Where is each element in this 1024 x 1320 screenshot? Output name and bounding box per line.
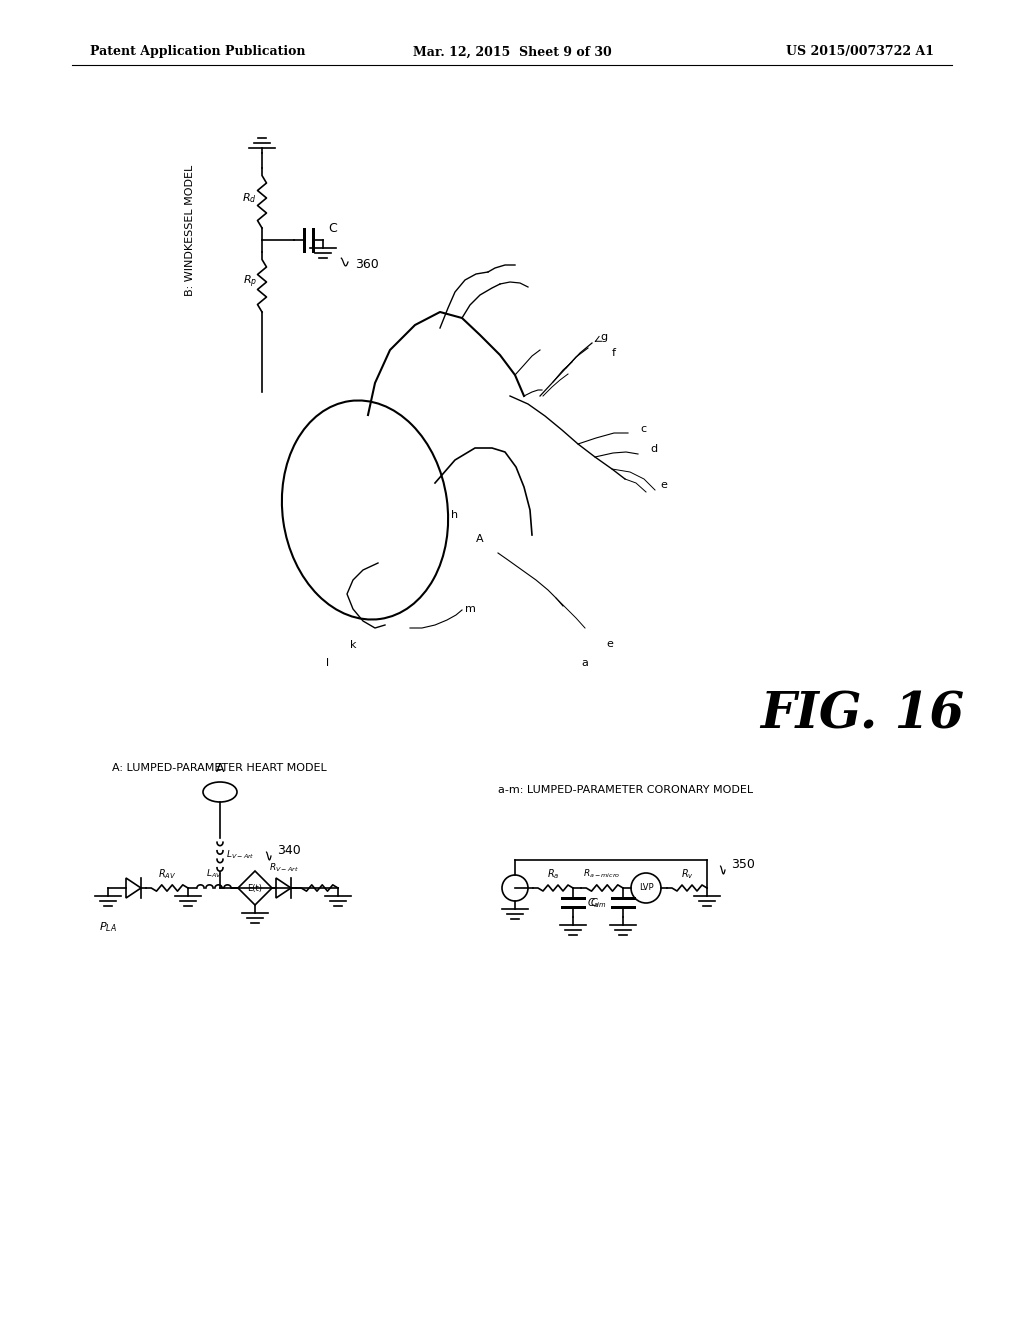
Text: d: d [650, 444, 657, 454]
Text: $P_{LA}$: $P_{LA}$ [99, 920, 117, 933]
Text: k: k [350, 640, 356, 649]
Text: Mar. 12, 2015  Sheet 9 of 30: Mar. 12, 2015 Sheet 9 of 30 [413, 45, 611, 58]
Text: B: WINDKESSEL MODEL: B: WINDKESSEL MODEL [185, 165, 195, 296]
Text: $R_d$: $R_d$ [243, 191, 257, 205]
Text: E(t): E(t) [248, 883, 262, 892]
Text: h: h [452, 510, 459, 520]
Text: l: l [327, 657, 330, 668]
Text: $C_{im}$: $C_{im}$ [590, 896, 607, 909]
Text: US 2015/0073722 A1: US 2015/0073722 A1 [786, 45, 934, 58]
Text: e: e [660, 480, 667, 490]
Text: FIG. 16: FIG. 16 [760, 690, 964, 739]
Text: $C_a$: $C_a$ [587, 896, 599, 909]
Text: f: f [612, 348, 616, 358]
Text: 350: 350 [731, 858, 755, 870]
Text: a: a [582, 657, 589, 668]
Text: 340: 340 [278, 843, 301, 857]
Text: $R_{AV}$: $R_{AV}$ [158, 867, 176, 880]
Text: g: g [600, 333, 607, 342]
Text: A: A [216, 762, 224, 775]
Text: $R_p$: $R_p$ [243, 273, 257, 290]
Text: Patent Application Publication: Patent Application Publication [90, 45, 305, 58]
Text: a-m: LUMPED-PARAMETER CORONARY MODEL: a-m: LUMPED-PARAMETER CORONARY MODEL [498, 785, 753, 795]
Text: c: c [640, 424, 646, 434]
Text: 360: 360 [355, 259, 379, 272]
Text: $R_{a-micro}$: $R_{a-micro}$ [584, 867, 621, 880]
Text: m: m [465, 605, 475, 614]
Text: $R_a$: $R_a$ [547, 867, 559, 880]
Text: A: A [476, 535, 483, 544]
Text: $R_{V-Art}$: $R_{V-Art}$ [268, 862, 298, 874]
Text: A: LUMPED-PARAMETER HEART MODEL: A: LUMPED-PARAMETER HEART MODEL [112, 763, 327, 774]
Text: LVP: LVP [639, 883, 653, 892]
Text: $L_{V-Art}$: $L_{V-Art}$ [226, 849, 255, 861]
Text: $L_{AV}$: $L_{AV}$ [206, 867, 222, 880]
Text: $R_v$: $R_v$ [681, 867, 693, 880]
Text: C: C [328, 222, 337, 235]
Text: e: e [606, 639, 613, 649]
